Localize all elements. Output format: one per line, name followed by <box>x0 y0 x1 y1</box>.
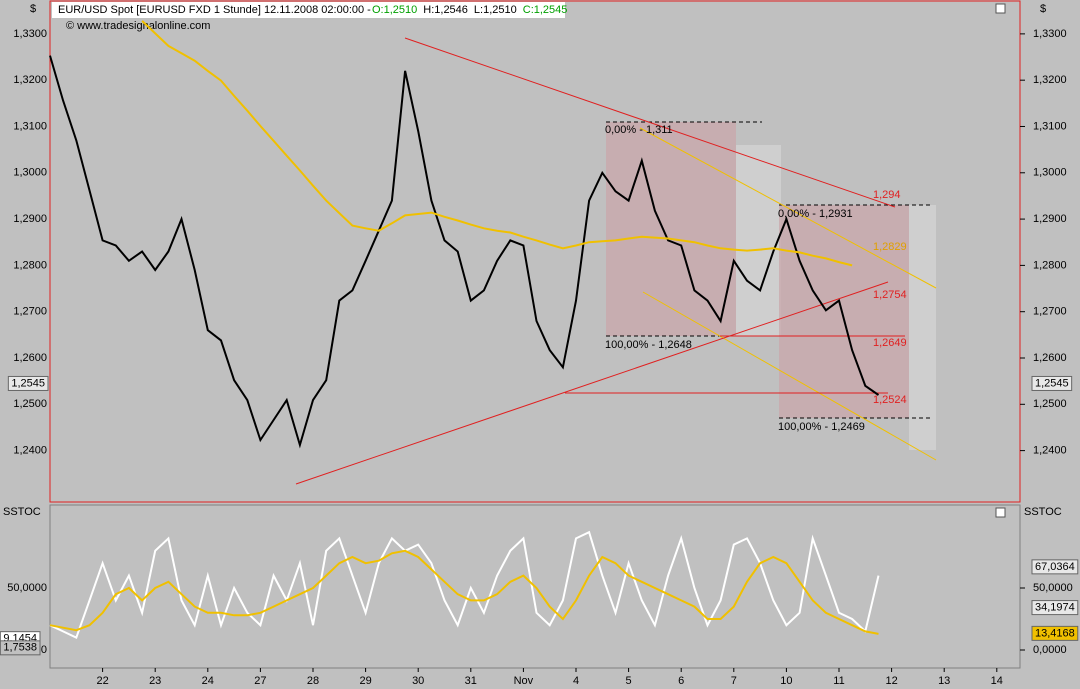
trend-line <box>295 281 889 485</box>
trend-line <box>404 37 896 208</box>
series-line <box>49 549 879 635</box>
y-tick-label: 1,3200 <box>13 74 47 86</box>
axis-unit: $ <box>30 3 36 15</box>
y-tick-label: 1,2800 <box>1033 259 1067 271</box>
y-tick-label: 1,3200 <box>1033 74 1067 86</box>
value-tag: 13,4168 <box>1035 627 1075 639</box>
annotation: 1,294 <box>873 189 901 201</box>
x-tick-label: 22 <box>96 675 108 687</box>
y-tick-label: 1,2800 <box>13 259 47 271</box>
y-tick-label: 1,3300 <box>13 28 47 40</box>
annotation: 100,00% - 1,2469 <box>778 421 865 433</box>
x-tick-label: 23 <box>149 675 161 687</box>
y-tick-label: 1,2600 <box>13 352 47 364</box>
y-tick-label: 1,2400 <box>13 445 47 457</box>
y-tick-label: 50,0000 <box>7 582 47 594</box>
x-tick-label: 12 <box>885 675 897 687</box>
y-tick-label: 0,0000 <box>1033 644 1067 656</box>
value-tag: 1,7538 <box>3 642 37 654</box>
window-button[interactable] <box>995 507 1006 518</box>
x-tick-label: Nov <box>514 675 534 687</box>
x-tick-label: 7 <box>731 675 737 687</box>
y-tick-label: 1,2600 <box>1033 352 1067 364</box>
series-line <box>141 20 853 267</box>
y-tick-label: 1,2700 <box>1033 306 1067 318</box>
value-tag-box <box>1031 375 1073 391</box>
y-tick-label: 50,0000 <box>1033 582 1073 594</box>
value-tag: 34,1974 <box>1035 601 1075 613</box>
y-tick-label: 1,2500 <box>13 398 47 410</box>
value-tag-box <box>7 375 49 391</box>
ohlc-value: L:1,2510 <box>474 4 517 16</box>
series-line <box>49 55 880 449</box>
y-tick-label: 1,2900 <box>13 213 47 225</box>
annotation: 1,2754 <box>873 289 907 301</box>
y-tick-label: 1,2700 <box>13 306 47 318</box>
x-tick-label: 11 <box>833 675 844 687</box>
value-tag: 1,2545 <box>11 377 45 389</box>
drawings <box>295 37 937 485</box>
y-tick-label: 1,2400 <box>1033 445 1067 457</box>
x-tick-label: 14 <box>991 675 1003 687</box>
header-title: EUR/USD Spot [EURUSD FXD 1 Stunde] 12.11… <box>58 4 371 16</box>
value-tag-box <box>1031 600 1079 616</box>
channel-line <box>642 291 937 461</box>
series-line <box>49 530 880 639</box>
x-tick-label: 13 <box>938 675 950 687</box>
x-tick-label: 31 <box>465 675 477 687</box>
fib-zone <box>736 145 781 336</box>
axis-unit: $ <box>1040 3 1046 15</box>
value-tag-box <box>0 640 41 656</box>
source: © www.tradesignalonline.com <box>66 20 210 32</box>
x-tick-label: 4 <box>573 675 579 687</box>
x-tick-label: 29 <box>359 675 371 687</box>
y-tick-label: 1,3000 <box>1033 167 1067 179</box>
fib-zone <box>779 205 909 418</box>
y-tick-label: 1,3300 <box>1033 28 1067 40</box>
value-tag-box <box>1031 625 1079 641</box>
y-tick-label: 1,2500 <box>1033 398 1067 410</box>
annotation: 1,2649 <box>873 337 907 349</box>
x-tick-label: 28 <box>307 675 319 687</box>
y-tick-label: 1,2900 <box>1033 213 1067 225</box>
x-tick-label: 10 <box>780 675 792 687</box>
y-tick-label: 1,3100 <box>1033 120 1067 132</box>
annotation: 1,2524 <box>873 394 907 406</box>
ohlc-value: C:1,2545 <box>523 4 568 16</box>
x-tick-label: 27 <box>254 675 266 687</box>
annotation: 1,2829 <box>873 241 907 253</box>
channel-line <box>639 127 937 289</box>
x-tick-label: 5 <box>626 675 632 687</box>
annotation: 0,00% - 1,311 <box>605 124 673 136</box>
x-tick-label: 6 <box>678 675 684 687</box>
x-tick-label: 24 <box>202 675 214 687</box>
window-button[interactable] <box>995 3 1006 14</box>
x-tick-label: 30 <box>412 675 424 687</box>
annotation: 0,00% - 1,2931 <box>778 208 853 220</box>
annotation: 100,00% - 1,2648 <box>605 339 692 351</box>
panel-title: SSTOC <box>3 506 41 518</box>
panel-title: SSTOC <box>1024 506 1062 518</box>
value-tag: 67,0364 <box>1035 561 1075 573</box>
value-tag: 1,2545 <box>1035 377 1069 389</box>
ohlc-value: H:1,2546 <box>423 4 468 16</box>
y-tick-label: 1,3100 <box>13 120 47 132</box>
value-tag-box <box>1031 559 1079 575</box>
header-box <box>52 2 565 18</box>
ohlc-value: O:1,2510 <box>372 4 417 16</box>
y-tick-label: 1,3000 <box>13 167 47 179</box>
fib-zone <box>606 122 736 336</box>
fib-zone <box>909 205 936 450</box>
